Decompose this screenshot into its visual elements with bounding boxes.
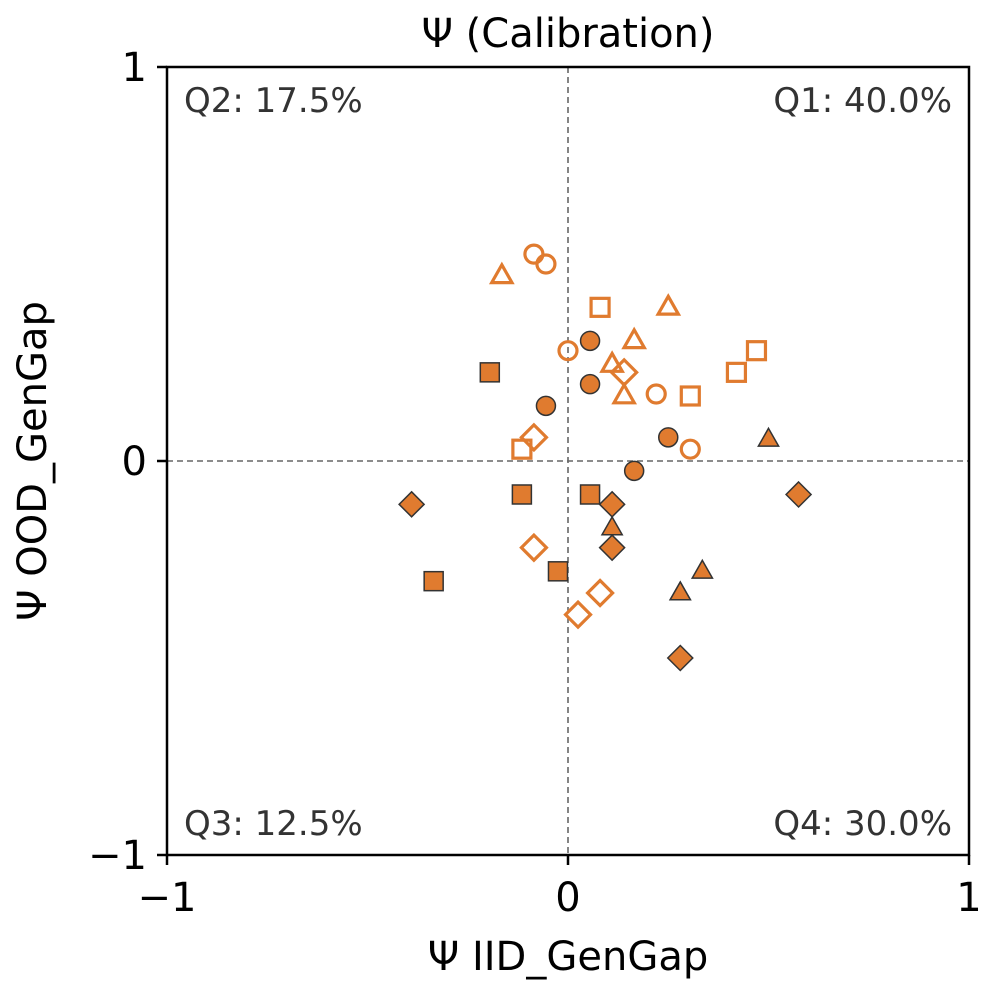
triangle-marker-open-0 [488, 261, 515, 285]
diamond-marker-filled-2 [598, 490, 626, 518]
x-axis-title: Ψ IID_GenGap [428, 934, 708, 980]
quadrant-label-q4: Q4: 30.0% [773, 804, 952, 844]
circle-marker-filled-1 [579, 373, 601, 395]
axis-ticks: −1 0 1 −1 0 1 [88, 45, 982, 921]
reference-lines [167, 67, 969, 855]
square-marker-open-3 [679, 385, 701, 407]
circle-marker-filled-0 [579, 330, 601, 352]
circle-marker-filled-2 [535, 395, 557, 417]
circle-marker-open-4 [679, 438, 701, 460]
quadrant-labels: Q2: 17.5% Q1: 40.0% Q3: 12.5% Q4: 30.0% [184, 81, 952, 844]
x-tick-label-0: −1 [138, 875, 197, 921]
series-circle-filled [535, 330, 679, 482]
triangle-marker-filled-2 [690, 558, 714, 579]
x-tick-label-2: 1 [956, 875, 981, 921]
triangle-marker-open-1 [655, 293, 682, 316]
circle-marker-filled-3 [658, 427, 679, 448]
diamond-marker-filled-3 [598, 534, 626, 562]
diamond-marker-open-2 [519, 532, 549, 563]
series-diamond-open [519, 357, 639, 630]
triangle-marker-filled-4 [668, 580, 692, 601]
y-axis-title: Ψ OOD_GenGap [10, 301, 56, 621]
square-marker-filled-3 [547, 561, 569, 582]
circle-marker-filled-4 [623, 460, 645, 482]
diamond-marker-open-4 [563, 599, 593, 630]
circle-marker-open-2 [557, 340, 579, 362]
series-circle-open [523, 243, 701, 460]
quadrant-label-q3: Q3: 12.5% [184, 804, 363, 844]
diamond-marker-open-1 [519, 422, 549, 453]
series-triangle-filled [600, 426, 780, 601]
square-marker-open-0 [589, 296, 611, 318]
square-marker-open-2 [725, 361, 748, 383]
series-square-open [511, 296, 768, 460]
diamond-marker-open-0 [609, 357, 639, 388]
chart-title: Ψ (Calibration) [421, 11, 714, 57]
square-marker-open-1 [745, 340, 768, 362]
series-diamond-filled [398, 480, 813, 672]
quadrant-label-q1: Q1: 40.0% [773, 81, 952, 121]
diamond-marker-filled-0 [398, 490, 426, 518]
x-tick-label-1: 0 [555, 875, 580, 921]
square-marker-open-4 [511, 438, 533, 460]
triangle-marker-open-2 [621, 326, 648, 350]
triangle-marker-open-4 [611, 381, 638, 405]
data-markers [398, 243, 813, 672]
y-tick-label-2: 1 [122, 45, 147, 91]
diamond-marker-filled-1 [785, 480, 813, 509]
y-tick-label-0: −1 [88, 833, 147, 879]
diamond-marker-filled-4 [666, 644, 694, 672]
series-square-filled [423, 362, 601, 592]
square-marker-filled-0 [479, 362, 501, 383]
y-tick-label-1: 0 [122, 439, 147, 485]
diamond-marker-open-3 [585, 578, 615, 608]
square-marker-filled-1 [511, 484, 533, 505]
triangle-marker-filled-0 [757, 426, 780, 447]
square-marker-filled-4 [423, 570, 444, 592]
circle-marker-open-1 [535, 253, 557, 275]
square-marker-filled-2 [579, 484, 601, 505]
quadrant-label-q2: Q2: 17.5% [184, 81, 363, 121]
circle-marker-open-3 [645, 383, 667, 405]
